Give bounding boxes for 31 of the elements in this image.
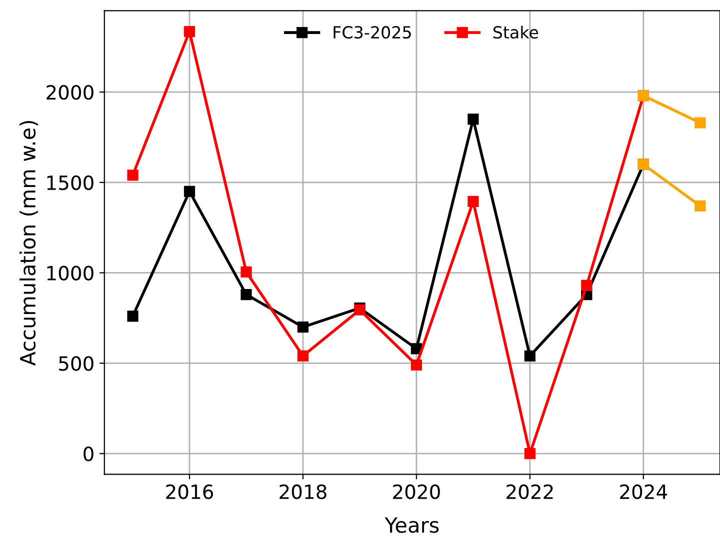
legend-label: FC3-2025 [334,26,411,39]
legend-label: Stake [493,26,538,39]
y-tick-label: 500 [59,356,94,371]
y-axis-title: Accumulation (mm w.e) [19,121,38,366]
point [127,310,138,322]
y-tick-label: 1500 [47,175,94,190]
x-tick-label: 2022 [506,484,553,500]
point [127,170,138,181]
x-tick-label: 2024 [620,484,668,500]
y-tick-label: 1000 [47,266,94,280]
point [581,280,592,292]
point [524,448,536,460]
y-tick-label: 0 [84,446,94,462]
point [240,266,252,278]
point [184,186,196,198]
point [297,350,309,362]
point [410,343,422,354]
point [410,359,422,371]
x-tick-label: 2016 [166,484,214,500]
point [240,288,252,300]
point [524,350,536,362]
point [184,26,196,38]
x-axis-title: Years [384,517,439,533]
point [468,196,479,207]
point [468,114,479,125]
point [297,321,309,333]
point [694,200,706,212]
y-tick-label: 2000 [46,85,94,100]
x-tick-label: 2018 [280,484,326,500]
x-tick-label: 2020 [393,484,440,500]
point [694,117,706,128]
